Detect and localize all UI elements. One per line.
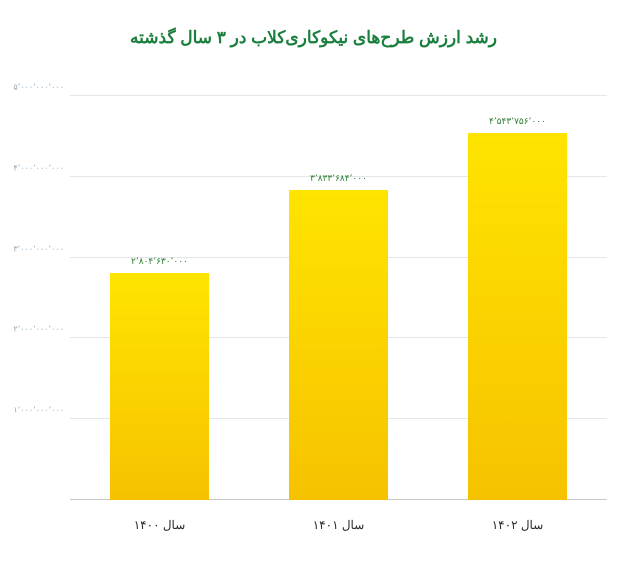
- bar: ۴٬۵۴۳٬۷۵۶٬۰۰۰: [468, 133, 566, 500]
- y-tick-label: ۲٬۰۰۰٬۰۰۰٬۰۰۰: [13, 325, 70, 334]
- y-tick-label: ۴٬۰۰۰٬۰۰۰٬۰۰۰: [13, 163, 70, 172]
- x-tick-label: سال ۱۴۰۲: [492, 518, 544, 532]
- grid-line: [70, 95, 607, 96]
- bar-value-label: ۴٬۵۴۳٬۷۵۶٬۰۰۰: [489, 116, 546, 127]
- y-tick-label: ۳٬۰۰۰٬۰۰۰٬۰۰۰: [13, 244, 70, 253]
- x-axis-labels: سال ۱۴۰۰ سال ۱۴۰۱ سال ۱۴۰۲: [70, 518, 607, 538]
- chart-title: رشد ارزش طرح‌های نیکوکاری‌کلاب در ۳ سال …: [0, 28, 627, 48]
- bar-value-label: ۲٬۸۰۴٬۶۳۰٬۰۰۰: [131, 256, 188, 267]
- chart-container: رشد ارزش طرح‌های نیکوکاری‌کلاب در ۳ سال …: [0, 0, 627, 562]
- y-tick-label: ۱٬۰۰۰٬۰۰۰٬۰۰۰: [13, 406, 70, 415]
- bar: ۲٬۸۰۴٬۶۳۰٬۰۰۰: [110, 273, 208, 500]
- plot-area: ۱٬۰۰۰٬۰۰۰٬۰۰۰۲٬۰۰۰٬۰۰۰٬۰۰۰۳٬۰۰۰٬۰۰۰٬۰۰۰۴…: [70, 96, 607, 500]
- bar-value-label: ۳٬۸۳۳٬۶۸۴٬۰۰۰: [310, 173, 367, 184]
- x-tick-label: سال ۱۴۰۰: [134, 518, 186, 532]
- y-tick-label: ۵٬۰۰۰٬۰۰۰٬۰۰۰: [13, 83, 70, 92]
- x-tick-label: سال ۱۴۰۱: [313, 518, 365, 532]
- bar: ۳٬۸۳۳٬۶۸۴٬۰۰۰: [289, 190, 387, 500]
